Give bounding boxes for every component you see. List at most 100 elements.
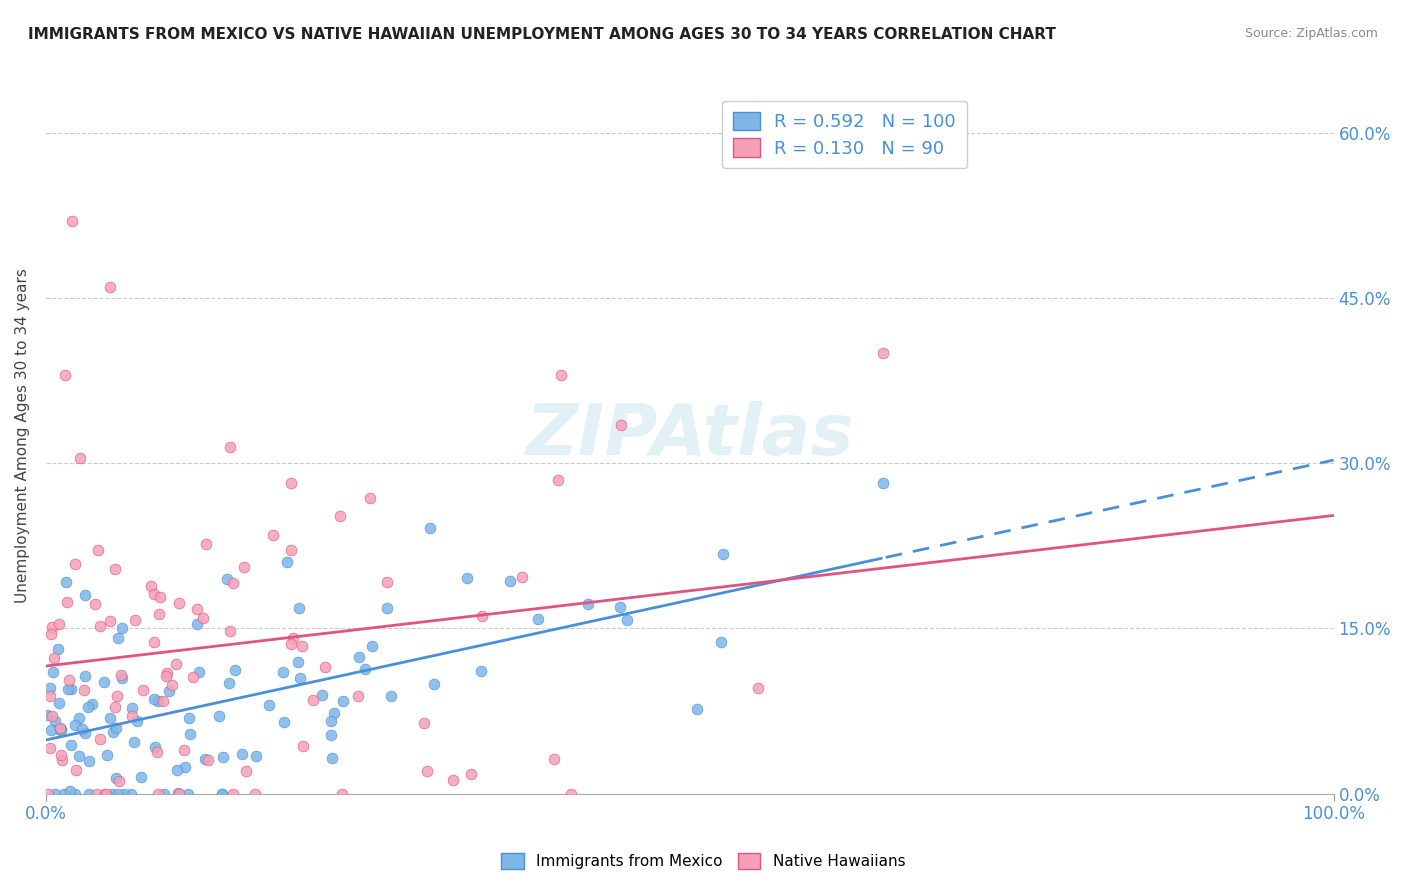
Point bbox=[291, 739, 314, 753]
Point bbox=[104, 699, 127, 714]
Point bbox=[550, 368, 572, 382]
Point bbox=[283, 632, 305, 646]
Point bbox=[139, 579, 162, 593]
Point bbox=[686, 702, 709, 716]
Point bbox=[441, 772, 464, 787]
Point bbox=[142, 586, 165, 600]
Point bbox=[105, 721, 128, 735]
Point bbox=[56, 682, 79, 697]
Point bbox=[129, 770, 152, 784]
Point bbox=[132, 683, 155, 698]
Point bbox=[361, 639, 384, 653]
Point bbox=[49, 723, 72, 738]
Point bbox=[156, 666, 179, 681]
Point bbox=[460, 766, 482, 780]
Point bbox=[96, 748, 118, 763]
Point bbox=[165, 657, 187, 671]
Point bbox=[166, 763, 188, 777]
Point bbox=[291, 639, 314, 653]
Point bbox=[329, 508, 352, 523]
Point bbox=[52, 787, 75, 801]
Point bbox=[83, 597, 105, 611]
Point bbox=[121, 709, 143, 723]
Point bbox=[211, 787, 233, 801]
Point bbox=[280, 637, 302, 651]
Point bbox=[610, 417, 633, 432]
Point bbox=[167, 787, 190, 801]
Point bbox=[186, 617, 208, 632]
Point bbox=[314, 660, 336, 674]
Point bbox=[59, 681, 82, 696]
Point bbox=[37, 787, 59, 801]
Point bbox=[616, 613, 638, 627]
Point bbox=[49, 722, 72, 736]
Text: Source: ZipAtlas.com: Source: ZipAtlas.com bbox=[1244, 27, 1378, 40]
Point bbox=[98, 711, 121, 725]
Point bbox=[149, 590, 172, 604]
Point bbox=[197, 753, 219, 767]
Point bbox=[711, 547, 734, 561]
Point bbox=[101, 787, 124, 801]
Point bbox=[173, 743, 195, 757]
Point bbox=[146, 694, 169, 708]
Point bbox=[87, 543, 110, 558]
Point bbox=[155, 668, 177, 682]
Point bbox=[89, 732, 111, 747]
Point bbox=[233, 560, 256, 574]
Point bbox=[41, 620, 63, 634]
Point bbox=[412, 716, 434, 731]
Point bbox=[152, 694, 174, 708]
Point bbox=[46, 641, 69, 656]
Point bbox=[98, 280, 121, 294]
Point bbox=[49, 721, 72, 735]
Point bbox=[107, 632, 129, 646]
Text: ZIPAtlas: ZIPAtlas bbox=[526, 401, 853, 470]
Point bbox=[107, 689, 129, 703]
Point bbox=[527, 612, 550, 626]
Point bbox=[547, 473, 569, 487]
Point bbox=[354, 662, 377, 676]
Point bbox=[380, 689, 402, 703]
Point bbox=[42, 665, 65, 680]
Point bbox=[107, 787, 129, 801]
Point bbox=[311, 688, 333, 702]
Point bbox=[224, 663, 246, 677]
Point bbox=[576, 597, 599, 611]
Point bbox=[187, 665, 209, 679]
Point bbox=[63, 718, 86, 732]
Point bbox=[56, 595, 79, 609]
Point bbox=[44, 714, 66, 728]
Point bbox=[93, 675, 115, 690]
Point bbox=[96, 787, 118, 801]
Point bbox=[186, 602, 208, 616]
Point bbox=[219, 624, 242, 638]
Point bbox=[145, 745, 167, 759]
Point bbox=[77, 787, 100, 801]
Point bbox=[148, 607, 170, 621]
Legend: Immigrants from Mexico, Native Hawaiians: Immigrants from Mexico, Native Hawaiians bbox=[495, 847, 911, 875]
Point bbox=[747, 681, 769, 696]
Point bbox=[142, 692, 165, 706]
Point bbox=[419, 521, 441, 535]
Point bbox=[194, 751, 217, 765]
Point bbox=[39, 627, 62, 641]
Point bbox=[218, 676, 240, 690]
Point bbox=[195, 537, 218, 551]
Point bbox=[86, 787, 108, 801]
Point bbox=[69, 451, 91, 466]
Point bbox=[498, 574, 520, 588]
Point bbox=[323, 706, 346, 720]
Point bbox=[75, 588, 97, 602]
Point bbox=[58, 673, 80, 688]
Point bbox=[77, 700, 100, 714]
Point bbox=[65, 787, 87, 801]
Point bbox=[94, 787, 117, 801]
Point bbox=[177, 787, 200, 801]
Point bbox=[37, 707, 59, 722]
Point bbox=[51, 753, 73, 767]
Point bbox=[167, 786, 190, 800]
Point bbox=[276, 555, 298, 569]
Point bbox=[174, 760, 197, 774]
Point bbox=[280, 543, 302, 558]
Point bbox=[215, 572, 238, 586]
